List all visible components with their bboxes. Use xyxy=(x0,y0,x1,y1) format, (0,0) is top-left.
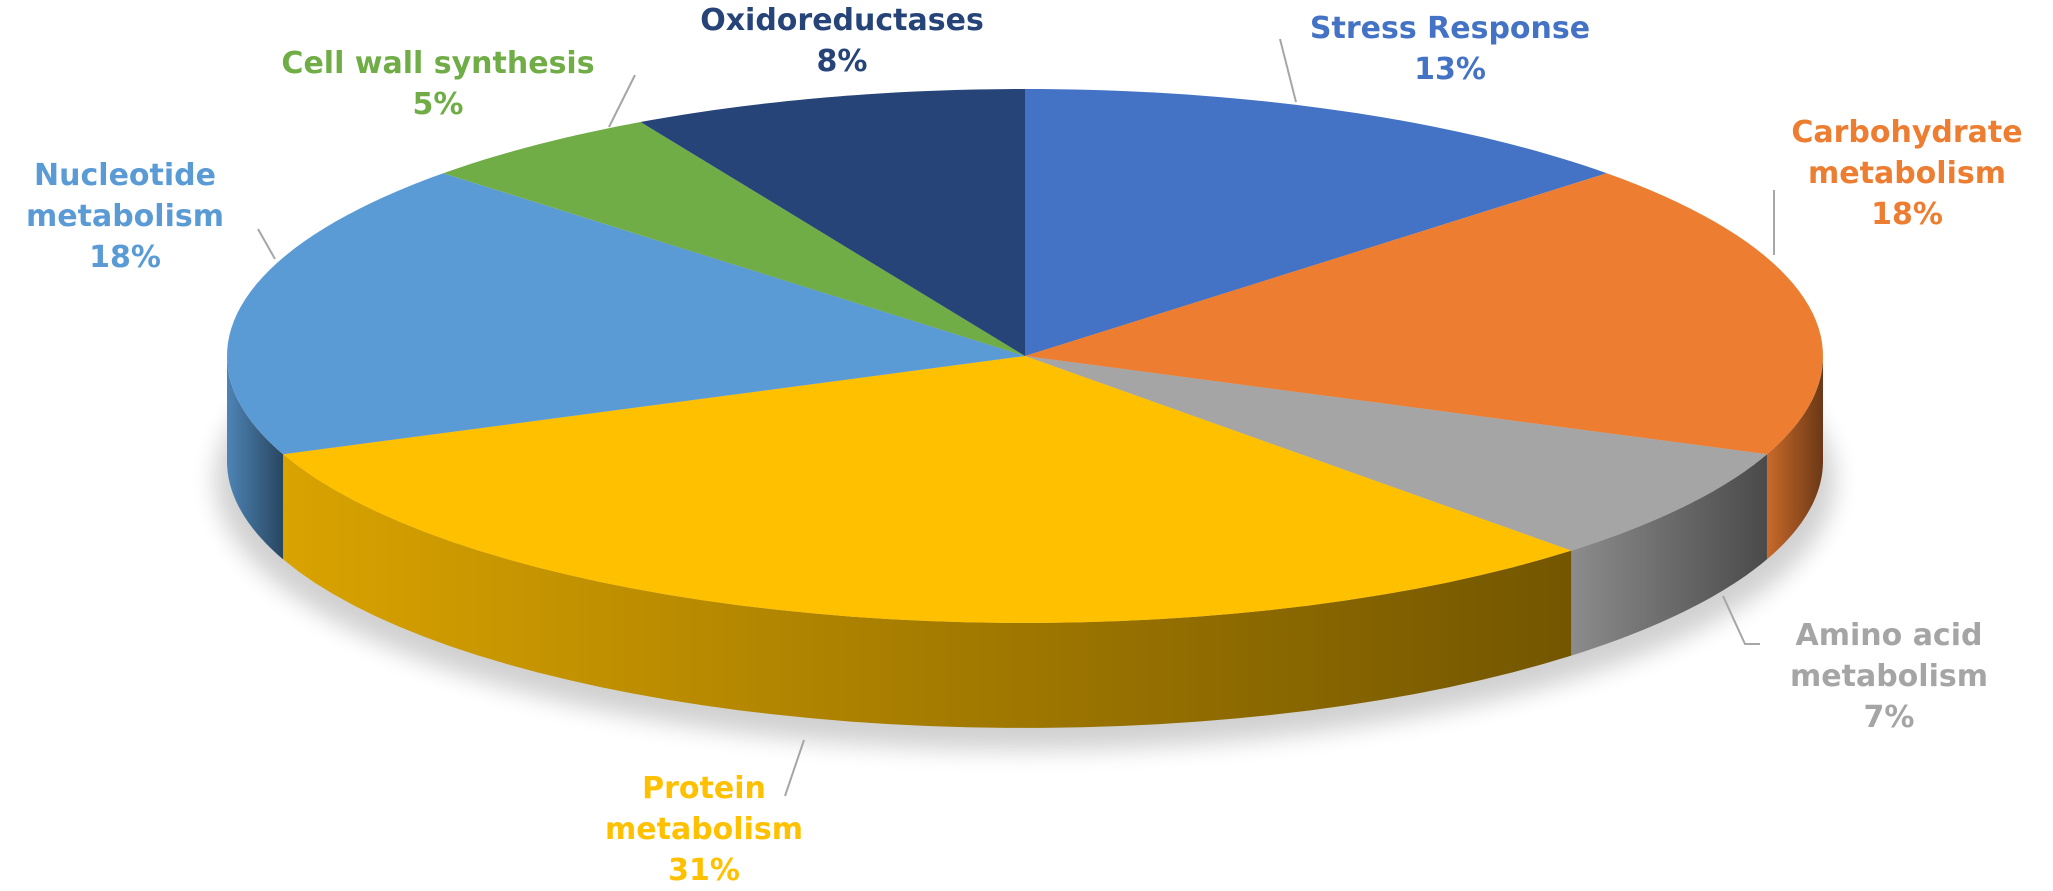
value-label: 5% xyxy=(412,87,464,122)
value-label: 31% xyxy=(668,853,740,888)
value-label: 8% xyxy=(816,44,868,79)
data-label: Nucleotide metabolism 18% xyxy=(5,155,245,278)
data-label: Amino acid metabolism 7% xyxy=(1739,615,2039,738)
leader-line xyxy=(608,74,636,128)
slice-side xyxy=(283,454,1572,728)
slice xyxy=(443,122,1025,356)
value-label: 7% xyxy=(1863,700,1915,735)
value-label: 18% xyxy=(89,240,161,275)
category-label: Amino acid metabolism xyxy=(1790,618,1988,694)
category-label: Cell wall synthesis xyxy=(281,46,595,81)
slice xyxy=(1025,173,1823,455)
slice xyxy=(227,173,1025,455)
value-label: 18% xyxy=(1871,197,1943,232)
slice-side xyxy=(227,356,284,560)
slice-side xyxy=(1571,454,1767,656)
leader-line xyxy=(1279,38,1297,103)
data-label: Protein metabolism 31% xyxy=(554,768,854,891)
leader-line xyxy=(1722,595,1760,645)
data-label: Oxidoreductases 8% xyxy=(542,0,1142,82)
slice-side xyxy=(1766,356,1823,560)
slice xyxy=(1025,89,1607,356)
category-label: Carbohydrate metabolism xyxy=(1791,115,2023,191)
data-label: Stress Response 13% xyxy=(1150,8,1750,90)
data-label: Carbohydrate metabolism 18% xyxy=(1762,112,2052,235)
data-label: Cell wall synthesis 5% xyxy=(138,43,738,125)
leader-line xyxy=(257,228,276,260)
value-label: 13% xyxy=(1414,52,1486,87)
category-label: Stress Response xyxy=(1309,11,1591,46)
slice xyxy=(283,356,1572,623)
category-label: Nucleotide metabolism xyxy=(26,158,224,234)
slice xyxy=(640,89,1025,356)
leader-line xyxy=(784,739,805,797)
slice xyxy=(1025,356,1767,551)
category-label: Oxidoreductases xyxy=(700,3,984,38)
category-label: Protein metabolism xyxy=(605,771,803,847)
